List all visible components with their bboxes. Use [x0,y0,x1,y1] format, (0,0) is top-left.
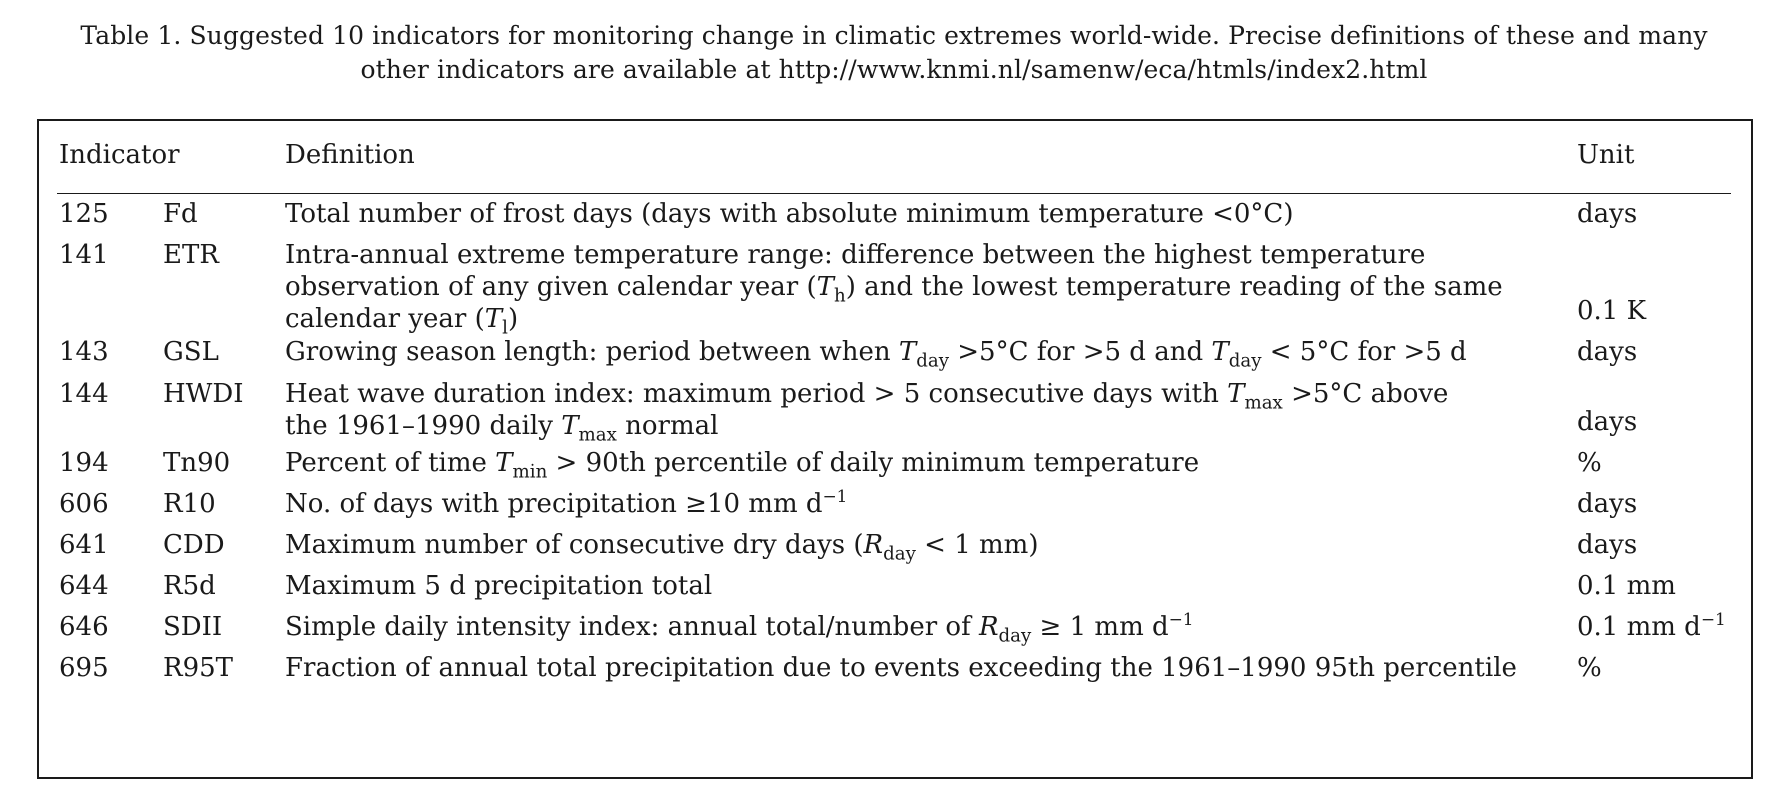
row-number: 646 [59,612,109,642]
row-number: 144 [59,379,109,409]
row-number: 194 [59,448,109,478]
row-unit: days [1577,489,1638,519]
row-definition: No. of days with precipitation ≥10 mm d−… [285,485,848,519]
row-definition: Fraction of annual total precipitation d… [285,653,1517,683]
row-unit: days [1577,530,1638,560]
row-definition: Maximum number of consecutive dry days (… [285,530,1039,565]
row-unit: 0.1 K [1577,296,1647,326]
row-definition: Maximum 5 d precipitation total [285,571,713,601]
header-indicator: Indicator [59,140,180,170]
row-number: 644 [59,571,109,601]
row-definition: Growing season length: period between wh… [285,337,1467,372]
row-code: HWDI [163,379,244,409]
header-definition: Definition [285,140,415,170]
indicator-table: Indicator Definition Unit 125 Fd Total n… [37,119,1753,779]
row-unit: 0.1 mm [1577,571,1676,601]
row-unit: % [1577,653,1602,683]
row-code: SDII [163,612,223,642]
row-unit: days [1577,199,1638,229]
row-number: 641 [59,530,109,560]
header-unit: Unit [1577,140,1635,170]
row-code: R5d [163,571,216,601]
row-definition: Total number of frost days (days with ab… [285,199,1294,229]
row-code: Fd [163,199,198,229]
row-number: 125 [59,199,109,229]
row-code: GSL [163,337,219,367]
row-definition: Heat wave duration index: maximum period… [285,379,1449,446]
row-definition: Percent of time Tmin > 90th percentile o… [285,448,1200,483]
row-code: Tn90 [163,448,231,478]
table-caption: Table 1. Suggested 10 indicators for mon… [34,19,1754,87]
row-number: 606 [59,489,109,519]
row-code: ETR [163,240,219,270]
row-code: R95T [163,653,234,683]
caption-line-2: other indicators are available at http:/… [360,55,1428,84]
row-number: 143 [59,337,109,367]
caption-line-1: Table 1. Suggested 10 indicators for mon… [80,21,1708,50]
row-unit: % [1577,448,1602,478]
row-definition: Simple daily intensity index: annual tot… [285,608,1194,647]
header-rule [57,193,1731,194]
row-unit: days [1577,337,1638,367]
row-definition: Intra-annual extreme temperature range: … [285,240,1503,339]
row-number: 695 [59,653,109,683]
row-code: R10 [163,489,216,519]
row-number: 141 [59,240,109,270]
row-unit: days [1577,407,1638,437]
row-code: CDD [163,530,225,560]
row-unit: 0.1 mm d−1 [1577,608,1726,642]
